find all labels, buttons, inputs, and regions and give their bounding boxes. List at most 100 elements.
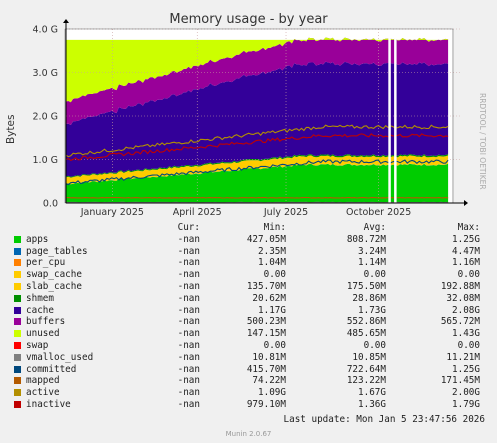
legend-max: 1.79G [452,398,480,410]
line-inactive [65,133,449,162]
y-tick-label: 3.0 G [33,68,59,79]
legend-row-unused: unused -nan 147.15M 485.65M 1.43G [12,328,492,340]
legend-avg: 0.00 [363,269,386,281]
legend-min: 1.04M [258,257,286,269]
legend-max: 32.08M [446,292,480,304]
legend-avg: 123.22M [346,375,386,387]
legend-avg: 485.65M [346,328,386,340]
legend-name: committed [26,363,77,375]
legend-min: 74.22M [252,375,286,387]
legend-swatch [14,294,21,302]
x-axis-arrow [464,200,468,206]
legend-swatch [14,341,21,349]
legend-name: swap_cache [26,269,82,281]
legend-max: 1.43G [452,328,480,340]
area-apps [66,163,449,203]
legend-name: cache [26,304,54,316]
legend-swatch [14,247,21,255]
legend-min: 500.23M [246,316,286,328]
legend-row-apps: apps -nan 427.05M 808.72M 1.25G [12,234,492,246]
legend-min: 1.17G [258,304,286,316]
legend-swatch [14,330,21,338]
legend-swatch [14,353,21,361]
legend-min: 979.10M [246,398,286,410]
legend-min: 1.09G [258,387,286,399]
x-tick-label: July 2025 [263,207,308,218]
legend-min: 135.70M [246,280,286,292]
legend-table: Cur: Min: Avg: Max: apps -nan 427.05M 808.7… [12,222,492,411]
legend-swatch [14,318,21,326]
legend-name: mapped [26,375,60,387]
legend-avg: 1.36G [358,398,386,410]
legend-max: 192.88M [440,280,480,292]
legend-swatch [14,235,21,243]
legend-min: 0.00 [263,269,286,281]
legend-row-page_tables: page_tables -nan 2.35M 3.24M 4.47M [12,246,492,258]
legend-avg: 0.00 [363,339,386,351]
legend-swatch [14,271,21,279]
legend-cur: -nan [177,292,200,304]
legend-min: 427.05M [246,233,286,245]
legend-avg: 552.86M [346,316,386,328]
legend-avg: 1.73G [358,304,386,316]
legend-header-max: Max: [457,222,480,233]
y-tick-label: 1.0 G [33,155,59,166]
legend-header: Cur: Min: Avg: Max: [12,222,492,234]
legend-swatch [14,365,21,373]
legend-cur: -nan [177,363,200,375]
legend-max: 11.21M [446,351,480,363]
legend-min: 10.81M [252,351,286,363]
legend-row-swap_cache: swap_cache -nan 0.00 0.00 0.00 [12,269,492,281]
legend-avg: 28.86M [352,292,386,304]
generator-label: Munin 2.0.67 [225,430,272,438]
legend-max: 2.00G [452,387,480,399]
legend-header-avg: Avg: [363,222,386,233]
legend-name: swap [26,339,49,351]
legend-swatch [14,306,21,314]
legend-avg: 1.14M [358,257,386,269]
legend-min: 2.35M [258,245,286,257]
line-active [65,124,449,158]
legend-header-cur: Cur: [177,222,200,233]
data-gap [394,29,397,203]
legend-row-swap: swap -nan 0.00 0.00 0.00 [12,340,492,352]
legend-cur: -nan [177,269,200,281]
chart-title: Memory usage - by year [169,12,328,27]
legend-row-slab_cache: slab_cache -nan 135.70M 175.50M 192.88M [12,281,492,293]
x-tick-label: January 2025 [80,207,144,218]
legend-row-vmalloc_used: vmalloc_used -nan 10.81M 10.85M 11.21M [12,352,492,364]
legend-avg: 10.85M [352,351,386,363]
legend-max: 0.00 [457,339,480,351]
legend-name: vmalloc_used [26,351,94,363]
legend-max: 1.25G [452,233,480,245]
legend-min: 147.15M [246,328,286,340]
legend-name: inactive [26,398,71,410]
legend-name: active [26,387,60,399]
line-committed [65,159,449,186]
legend-row-mapped: mapped -nan 74.22M 123.22M 171.45M [12,375,492,387]
legend-cur: -nan [177,257,200,269]
legend-name: shmem [26,292,54,304]
legend-row-per_cpu: per_cpu -nan 1.04M 1.14M 1.16M [12,257,492,269]
legend-name: per_cpu [26,257,66,269]
legend-avg: 808.72M [346,233,386,245]
legend-row-committed: committed -nan 415.70M 722.64M 1.25G [12,364,492,376]
legend-name: page_tables [26,245,88,257]
legend-cur: -nan [177,245,200,257]
legend-max: 2.08G [452,304,480,316]
legend-cur: -nan [177,398,200,410]
legend-row-active: active -nan 1.09G 1.67G 2.00G [12,387,492,399]
legend-max: 565.72M [440,316,480,328]
legend-name: unused [26,328,60,340]
x-tick-label: April 2025 [173,207,222,218]
legend-cur: -nan [177,280,200,292]
area-cache [66,61,449,177]
legend-row-buffers: buffers -nan 500.23M 552.86M 565.72M [12,316,492,328]
y-axis-arrow [63,19,69,23]
legend-cur: -nan [177,304,200,316]
y-tick-label: 4.0 G [33,25,59,36]
legend-swatch [14,377,21,385]
legend-max: 171.45M [440,375,480,387]
y-tick-label: 0.0 [43,199,58,210]
legend-name: slab_cache [26,280,82,292]
